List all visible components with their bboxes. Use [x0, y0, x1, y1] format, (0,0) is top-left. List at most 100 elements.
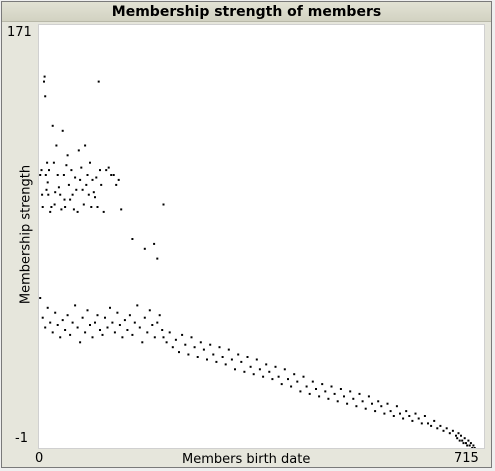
scatter-point [141, 341, 144, 344]
scatter-point [293, 373, 296, 376]
scatter-point [305, 385, 308, 388]
scatter-point [117, 178, 120, 181]
scatter-point [349, 390, 352, 393]
scatter-point [128, 314, 131, 317]
scatter-point [39, 174, 42, 176]
scatter-point [111, 321, 114, 324]
scatter-point [153, 336, 156, 339]
scatter-point [240, 360, 243, 363]
scatter-point [243, 370, 246, 373]
scatter-point [315, 388, 317, 390]
scatter-point [399, 412, 401, 415]
scatter-point [71, 193, 74, 196]
scatter-point [47, 193, 50, 196]
scatter-point [395, 405, 398, 408]
scatter-point [44, 326, 47, 329]
scatter-point [402, 417, 405, 420]
scatter-point [466, 444, 469, 447]
scatter-point [383, 412, 386, 415]
scatter-point [212, 353, 215, 356]
scatter-point [333, 392, 336, 395]
scatter-point [168, 331, 171, 334]
scatter-point [367, 395, 370, 398]
scatter-point [61, 319, 64, 322]
scatter-point [67, 183, 70, 186]
scatter-point [249, 365, 252, 368]
scatter-point [133, 321, 136, 324]
scatter-point [48, 169, 50, 172]
scatter-point [299, 390, 302, 393]
scatter-point [258, 368, 261, 371]
scatter-point [81, 188, 84, 191]
scatter-point [92, 191, 95, 194]
scatter-point [430, 424, 433, 427]
scatter-point [49, 210, 52, 213]
scatter-point [230, 358, 233, 361]
scatter-point [54, 311, 57, 314]
scatter-point [63, 198, 66, 201]
scatter-point [442, 429, 445, 432]
scatter-point [99, 169, 101, 172]
scatter-point [456, 437, 459, 440]
x-axis-label: Members birth date [182, 452, 311, 467]
scatter-point [184, 343, 187, 346]
scatter-point [361, 400, 364, 403]
plot-area [38, 24, 485, 449]
scatter-point [318, 395, 321, 398]
scatter-point [80, 166, 83, 169]
scatter-point [165, 341, 168, 344]
scatter-point [374, 410, 377, 413]
scatter-point [311, 380, 314, 383]
scatter-point [324, 390, 327, 393]
scatter-point [467, 439, 470, 442]
scatter-point [61, 129, 64, 132]
scatter-point [162, 336, 165, 339]
scatter-point [187, 353, 190, 356]
scatter-point [44, 95, 47, 98]
scatter-point [51, 331, 54, 334]
scatter-point [380, 405, 383, 408]
scatter-point [451, 429, 454, 432]
scatter-point [146, 331, 149, 334]
scatter-point [126, 329, 129, 331]
scatter-point [95, 176, 98, 179]
scatter-point [110, 174, 113, 176]
scatter-point [414, 412, 417, 415]
scatter-point [109, 306, 111, 309]
scatter-point [290, 385, 293, 388]
scatter-point [143, 316, 146, 319]
scatter-point [199, 341, 202, 344]
scatter-point [436, 427, 439, 430]
scatter-point [69, 198, 72, 201]
scatter-point [327, 397, 330, 400]
scatter-point [115, 183, 118, 186]
scatter-point [473, 447, 476, 449]
scatter-point [218, 346, 221, 349]
scatter-point [471, 447, 474, 449]
scatter-point [136, 304, 139, 307]
scatter-point [352, 397, 355, 400]
scatter-point [81, 316, 84, 319]
scatter-point [57, 186, 60, 189]
scatter-point [116, 311, 119, 314]
scatter-point [97, 80, 100, 83]
scatter-point [121, 336, 124, 339]
scatter-point [463, 437, 466, 440]
scatter-point [118, 324, 121, 326]
scatter-point [252, 373, 255, 376]
scatter-point [86, 309, 89, 312]
scatter-point [246, 356, 249, 358]
scatter-point [64, 206, 67, 208]
scatter-point [84, 331, 87, 334]
scatter-point [46, 181, 49, 184]
scatter-point [405, 410, 408, 413]
scatter-point [77, 149, 80, 152]
scatter-point [40, 169, 43, 172]
scatter-point [227, 348, 230, 351]
scatter-point [330, 385, 333, 388]
scatter-point [72, 208, 75, 211]
scatter-point [271, 378, 274, 381]
scatter-point [389, 410, 392, 413]
scatter-point [55, 144, 58, 147]
scatter-point [336, 400, 339, 403]
